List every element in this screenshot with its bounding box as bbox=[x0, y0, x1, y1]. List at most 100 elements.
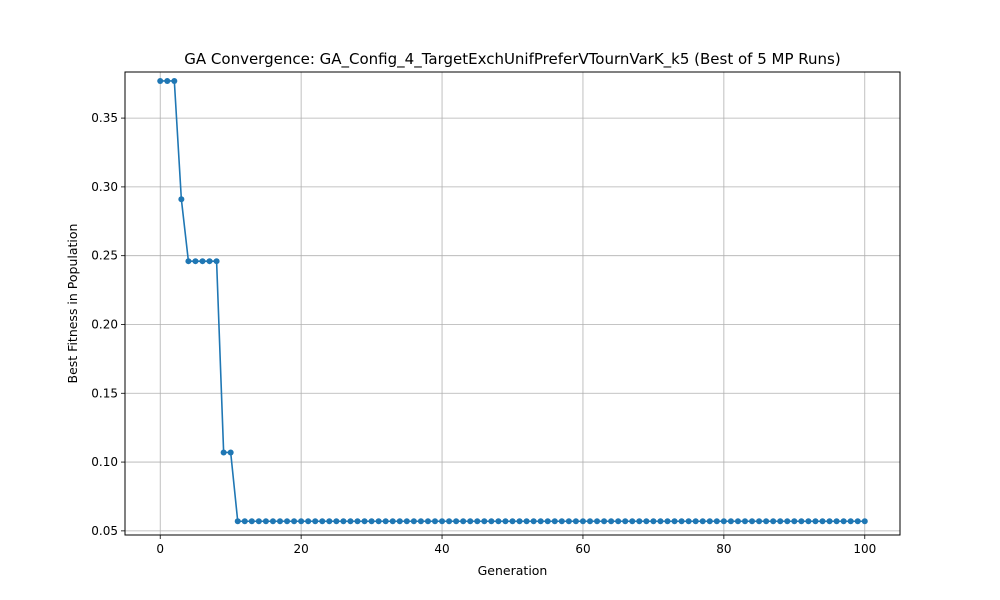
y-tick-label: 0.10 bbox=[91, 455, 118, 469]
x-tick-label: 60 bbox=[575, 542, 590, 556]
y-tick-label: 0.25 bbox=[91, 249, 118, 263]
data-point bbox=[854, 518, 861, 525]
data-point bbox=[622, 518, 629, 525]
x-tick-label: 100 bbox=[853, 542, 876, 556]
data-layer bbox=[157, 77, 868, 525]
data-point bbox=[544, 518, 551, 525]
data-point bbox=[305, 518, 312, 525]
data-point bbox=[340, 518, 347, 525]
data-point bbox=[530, 518, 537, 525]
y-tick-label: 0.30 bbox=[91, 180, 118, 194]
data-point bbox=[284, 518, 291, 525]
data-point bbox=[410, 518, 417, 525]
data-point bbox=[502, 518, 509, 525]
data-point bbox=[636, 518, 643, 525]
data-point bbox=[432, 518, 438, 525]
data-point bbox=[446, 518, 453, 525]
data-point bbox=[587, 518, 593, 525]
data-point bbox=[826, 518, 833, 525]
data-point bbox=[713, 518, 720, 525]
data-point bbox=[650, 518, 657, 525]
data-point bbox=[749, 518, 756, 525]
data-point bbox=[558, 518, 565, 525]
y-tick-label: 0.35 bbox=[91, 111, 118, 125]
data-point bbox=[601, 518, 608, 525]
data-point bbox=[396, 518, 403, 525]
data-point bbox=[213, 258, 220, 265]
ticks-layer: 0 20 40 60 80 100 0.05 0.10 0.15 0.20 0.25 0.30 0.35 bbox=[91, 111, 876, 556]
data-point bbox=[727, 518, 734, 525]
data-point bbox=[678, 518, 685, 525]
data-point bbox=[833, 518, 840, 525]
data-point bbox=[361, 518, 368, 525]
data-point bbox=[594, 518, 601, 525]
data-point bbox=[319, 518, 326, 525]
grid-layer bbox=[125, 72, 900, 535]
data-point bbox=[572, 518, 579, 525]
data-point bbox=[551, 518, 558, 525]
data-point bbox=[277, 518, 283, 525]
y-axis-label: Best Fitness in Population bbox=[65, 224, 80, 384]
data-point bbox=[157, 77, 164, 84]
data-point bbox=[565, 518, 572, 525]
y-tick-label: 0.20 bbox=[91, 317, 118, 331]
data-point bbox=[805, 518, 812, 525]
data-point bbox=[777, 518, 784, 525]
data-point bbox=[255, 518, 262, 525]
data-point bbox=[488, 518, 495, 525]
data-point bbox=[354, 518, 361, 525]
data-point bbox=[192, 258, 199, 265]
data-point bbox=[178, 196, 185, 203]
data-point bbox=[608, 518, 615, 525]
data-point bbox=[439, 518, 446, 525]
y-tick-label: 0.05 bbox=[91, 524, 118, 538]
x-tick-label: 40 bbox=[434, 542, 449, 556]
data-point bbox=[227, 449, 234, 456]
plot-frame bbox=[124, 71, 901, 536]
data-point bbox=[241, 518, 248, 525]
data-point bbox=[460, 518, 467, 525]
data-point bbox=[220, 449, 227, 456]
data-point bbox=[248, 518, 255, 525]
data-point bbox=[671, 518, 678, 525]
data-point bbox=[509, 518, 516, 525]
data-point bbox=[389, 518, 396, 525]
data-point bbox=[424, 518, 431, 525]
data-point bbox=[615, 518, 622, 525]
data-point bbox=[784, 518, 791, 525]
data-point bbox=[742, 518, 748, 525]
data-point bbox=[185, 258, 192, 265]
chart-title: GA Convergence: GA_Config_4_TargetExchUn… bbox=[184, 50, 840, 69]
y-tick-label: 0.15 bbox=[91, 386, 118, 400]
data-point bbox=[269, 518, 276, 525]
data-point bbox=[291, 518, 298, 525]
data-point bbox=[706, 518, 713, 525]
data-point bbox=[692, 518, 699, 525]
data-point bbox=[262, 518, 269, 525]
data-point bbox=[798, 518, 805, 525]
data-point bbox=[417, 518, 424, 525]
series-line bbox=[160, 80, 865, 523]
x-axis-label: Generation bbox=[478, 563, 548, 578]
data-point bbox=[847, 518, 854, 525]
data-point bbox=[664, 518, 671, 525]
data-point bbox=[657, 518, 664, 525]
data-point bbox=[312, 518, 319, 525]
data-point bbox=[326, 518, 333, 525]
data-point bbox=[699, 518, 706, 525]
data-point bbox=[298, 518, 305, 525]
data-point bbox=[164, 77, 171, 84]
data-point bbox=[763, 518, 770, 525]
data-point bbox=[537, 518, 544, 525]
data-point bbox=[467, 518, 474, 525]
data-point bbox=[791, 518, 798, 525]
data-point bbox=[368, 518, 375, 525]
data-point bbox=[516, 518, 523, 525]
data-point bbox=[481, 518, 488, 525]
data-point bbox=[720, 518, 727, 525]
data-point bbox=[199, 258, 206, 265]
data-point bbox=[861, 518, 868, 525]
data-point bbox=[453, 518, 460, 525]
x-tick-label: 0 bbox=[156, 542, 164, 556]
